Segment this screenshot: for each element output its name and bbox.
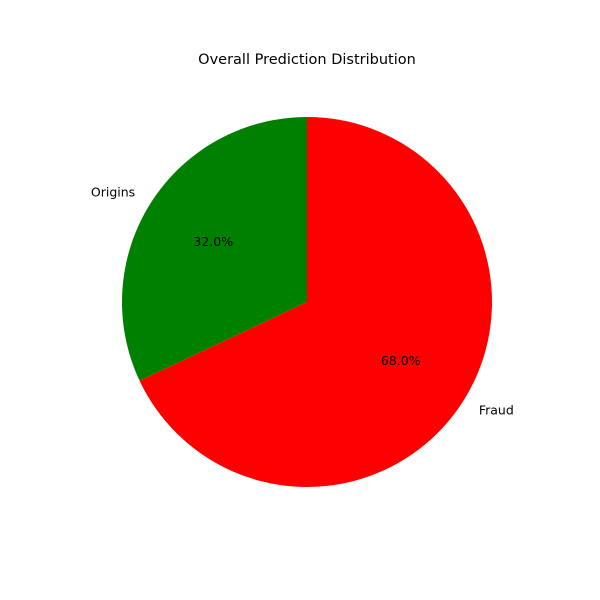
- pie-slice-fraud: [139, 117, 493, 487]
- pie-slices: [122, 117, 493, 487]
- percent-label-fraud: 68.0%: [381, 353, 421, 368]
- slice-label-fraud: Fraud: [479, 403, 514, 418]
- pie-labels: Origins 32.0% Fraud 68.0%: [91, 184, 514, 417]
- slice-label-origins: Origins: [91, 184, 135, 199]
- percent-label-origins: 32.0%: [193, 234, 233, 249]
- chart-title: Overall Prediction Distribution: [198, 52, 416, 68]
- pie-slice-origins: [122, 117, 307, 381]
